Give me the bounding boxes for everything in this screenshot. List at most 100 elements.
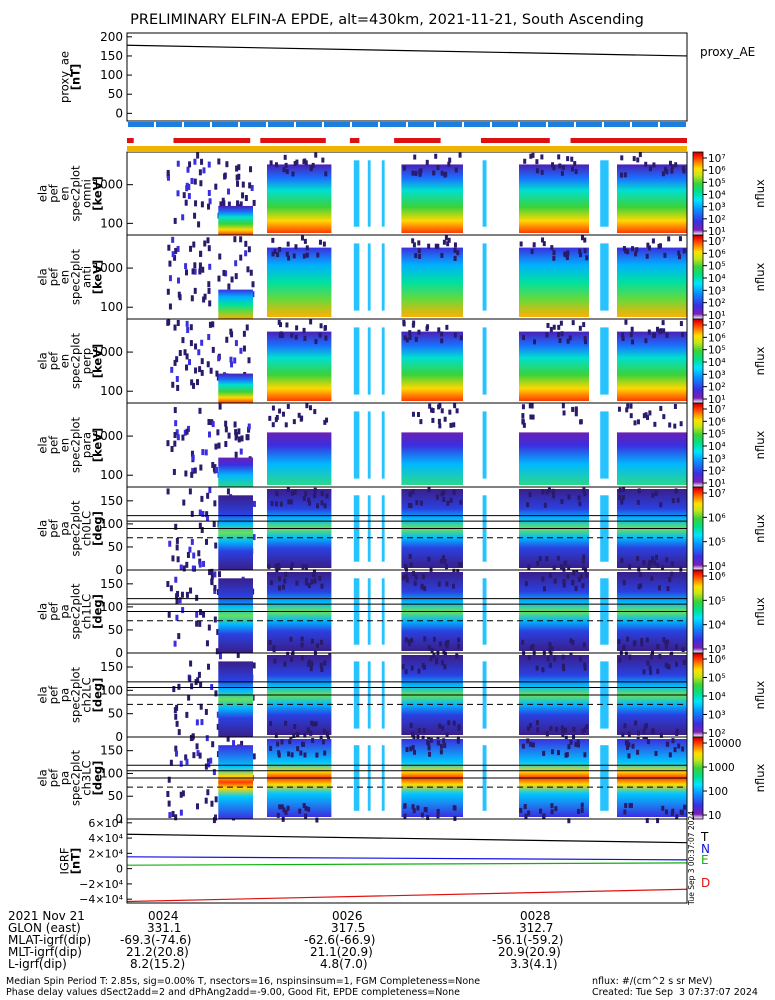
spectrogram-segment (267, 235, 332, 317)
noise-pixel (528, 403, 532, 409)
noise-pixel (626, 249, 630, 255)
noise-pixel (428, 751, 432, 757)
noise-pixel (199, 609, 203, 616)
noise-pixel (541, 489, 545, 495)
spectrogram-segment (401, 487, 463, 574)
noise-pixel (573, 161, 577, 167)
noise-pixel (193, 287, 197, 294)
noise-pixel (313, 487, 317, 493)
noise-pixel (664, 644, 668, 650)
noise-pixel (661, 320, 665, 326)
noise-pixel (276, 741, 280, 747)
orbit-bar-segment (156, 122, 182, 127)
noise-pixel (444, 235, 448, 241)
noise-pixel (427, 741, 431, 747)
legend-N: N (701, 842, 710, 856)
noise-pixel (217, 442, 221, 449)
noise-pixel (252, 753, 256, 760)
orbit-bar-segment (548, 122, 574, 127)
noise-pixel (304, 805, 308, 811)
footer-time-3: 0028 (520, 909, 551, 923)
noise-pixel (192, 241, 196, 248)
igrf-E-line (126, 862, 688, 866)
noise-pixel (411, 731, 415, 737)
noise-pixel (315, 643, 319, 649)
noise-pixel (189, 587, 193, 594)
noise-pixel (319, 735, 323, 741)
noise-pixel (664, 662, 668, 668)
spectrogram-segment (401, 403, 463, 485)
colorbar-tick-label: 10⁶ (708, 512, 726, 524)
spectrogram-strip (482, 243, 487, 311)
noise-pixel (529, 153, 533, 159)
colorbar-tick-label: 10¹ (708, 394, 726, 406)
noise-pixel (562, 566, 566, 572)
noise-pixel (648, 166, 652, 172)
noise-pixel (167, 244, 171, 251)
noise-pixel (404, 669, 408, 675)
noise-pixel (416, 805, 420, 811)
noise-pixel (286, 241, 290, 247)
noise-pixel (648, 560, 652, 566)
noise-pixel (542, 241, 546, 247)
spectrogram-fill (267, 247, 332, 317)
noise-pixel (675, 814, 679, 820)
noise-pixel (656, 818, 660, 824)
noise-pixel (290, 752, 294, 758)
noise-pixel (302, 496, 306, 502)
y-tick-label: 0 (115, 646, 123, 660)
noise-pixel (322, 241, 326, 247)
y-tick-label: 1000 (92, 261, 123, 275)
colorbar-tick-label: 10000 (708, 738, 741, 750)
noise-pixel (670, 571, 674, 577)
noise-pixel (177, 683, 181, 690)
noise-pixel (436, 164, 440, 170)
noise-pixel (200, 201, 204, 208)
noise-pixel (579, 252, 583, 258)
noise-pixel (452, 489, 456, 495)
noise-pixel (267, 564, 271, 570)
noise-pixel (276, 252, 280, 258)
colorbar-tick-label: 10² (708, 728, 726, 740)
noise-pixel (320, 667, 324, 673)
spectrogram-segment (381, 411, 385, 479)
noise-pixel (548, 662, 552, 668)
y-axis-label-line: pa (58, 521, 72, 535)
colorbar-gradient (692, 234, 704, 320)
noise-pixel (296, 746, 300, 752)
noise-pixel (278, 585, 282, 591)
noise-pixel (290, 332, 294, 338)
noise-pixel (175, 356, 179, 363)
spectrogram-segment (617, 236, 687, 317)
footer-mlat-2: -62.6(-66.9) (304, 933, 376, 947)
noise-pixel (418, 253, 422, 259)
noise-pixel (420, 812, 424, 818)
noise-pixel (414, 253, 418, 259)
noise-pixel (583, 662, 587, 668)
noise-pixel (565, 255, 569, 261)
noise-pixel (577, 495, 581, 501)
noise-pixel (439, 558, 443, 564)
noise-pixel (298, 808, 302, 814)
noise-pixel (247, 426, 251, 433)
noise-pixel (421, 735, 425, 741)
noise-pixel (202, 167, 206, 174)
noise-pixel (423, 807, 427, 813)
noise-pixel (182, 565, 186, 572)
colorbar-label-text: nflux (753, 430, 767, 459)
noise-pixel (208, 263, 212, 270)
noise-pixel (550, 809, 554, 815)
noise-pixel (203, 293, 207, 300)
noise-pixel (194, 367, 198, 374)
noise-pixel (521, 404, 525, 410)
colorbar-gradient (692, 402, 704, 488)
noise-pixel (173, 407, 177, 414)
spectrogram-strip (600, 160, 609, 227)
noise-pixel (459, 335, 463, 341)
noise-pixel (665, 557, 669, 563)
y-axis-label-line: [nT] (69, 64, 83, 91)
noise-pixel (303, 335, 307, 341)
colorbar-tick-label: 10¹ (708, 310, 726, 322)
noise-pixel (634, 251, 638, 257)
noise-pixel (279, 501, 283, 507)
